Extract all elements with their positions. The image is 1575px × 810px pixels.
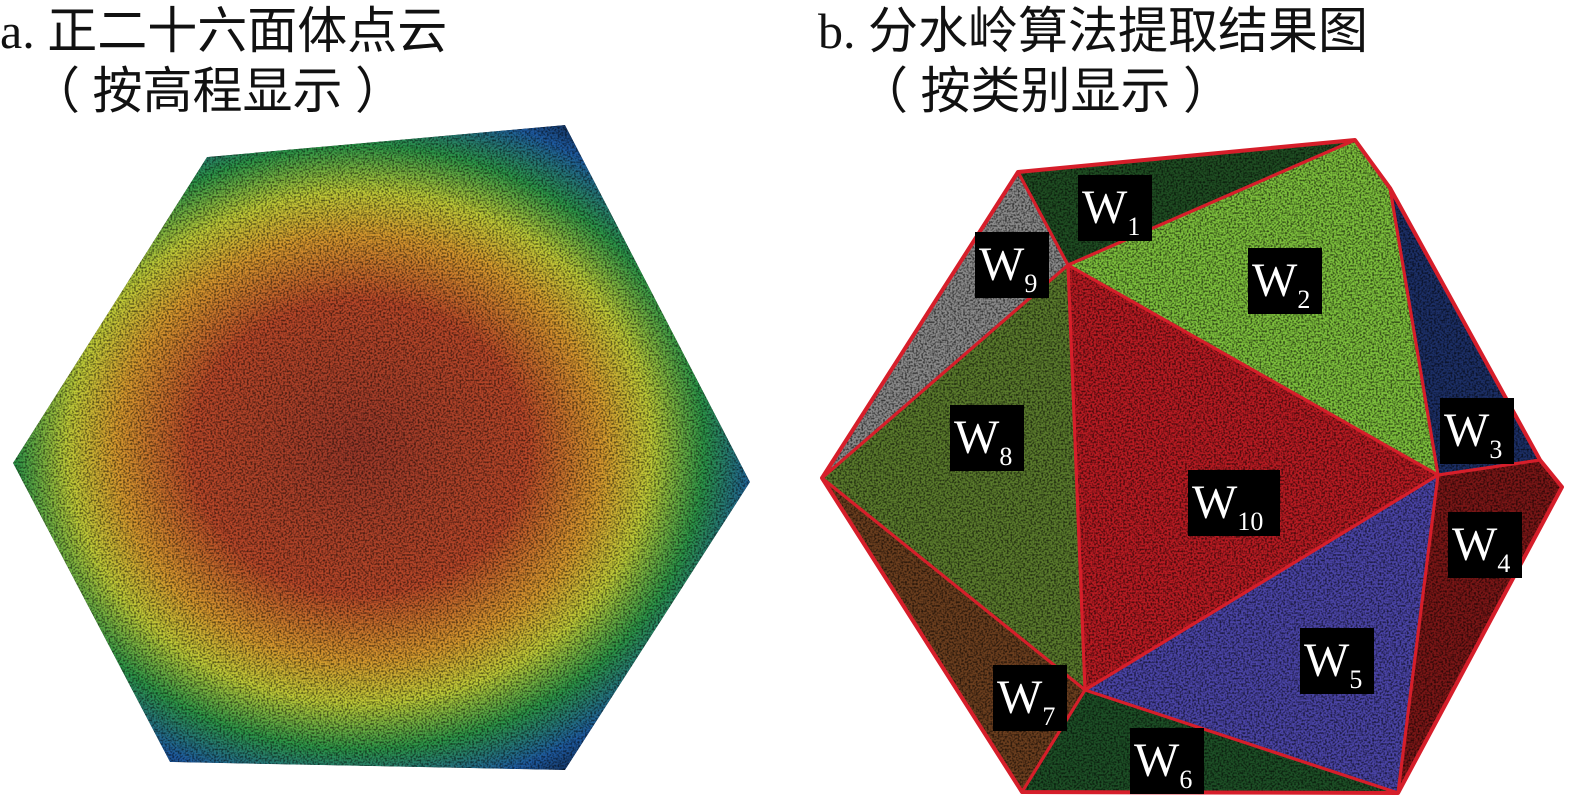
label-w6-text: W6 — [1134, 734, 1192, 794]
label-w3-bg — [1440, 398, 1514, 464]
panel-a-point-cloud — [13, 125, 750, 770]
label-w3-text: W3 — [1444, 404, 1502, 464]
label-w5: W5 — [1300, 628, 1374, 694]
label-w10: W10 — [1188, 470, 1280, 536]
label-w3: W3 — [1440, 398, 1514, 464]
panel-a-subtitle: （ 按高程显示 ） — [30, 63, 405, 119]
label-w5-bg — [1300, 628, 1374, 694]
panel-b-outline — [820, 138, 1564, 795]
label-w2-bg — [1248, 248, 1322, 314]
label-w6-bg — [1130, 728, 1204, 794]
panel-b-title: b. 分水岭算法提取结果图 — [818, 3, 1368, 59]
region-w6-speckle — [1022, 690, 1398, 793]
label-w2: W2 — [1248, 248, 1322, 314]
label-w2-text: W2 — [1252, 254, 1310, 314]
label-w9-text: W9 — [979, 238, 1037, 298]
region-w5-speckle — [1085, 475, 1438, 793]
label-w9-bg — [975, 232, 1049, 298]
label-w1: W1 — [1078, 175, 1152, 241]
label-w4: W4 — [1448, 512, 1522, 578]
label-w5-text: W5 — [1304, 634, 1362, 694]
label-w8-bg — [950, 405, 1024, 471]
region-w8-speckle — [822, 265, 1085, 690]
panel-b-subtitle: （ 按类别显示 ） — [858, 63, 1233, 119]
label-w1-text: W1 — [1082, 181, 1140, 241]
label-w1-bg — [1078, 175, 1152, 241]
panel-b-region-edges — [820, 138, 1564, 795]
label-w10-text: W10 — [1192, 476, 1263, 536]
label-w7-bg — [993, 665, 1067, 731]
label-w4-text: W4 — [1452, 518, 1510, 578]
panel-a-title: a. 正二十六面体点云 — [0, 3, 448, 59]
label-w7-text: W7 — [997, 671, 1055, 731]
label-w8-text: W8 — [954, 411, 1012, 471]
label-w8: W8 — [950, 405, 1024, 471]
region-w10-edge — [1066, 263, 1440, 692]
label-w10-bg — [1188, 470, 1280, 536]
label-w7: W7 — [993, 665, 1067, 731]
label-w9: W9 — [975, 232, 1049, 298]
label-w6: W6 — [1130, 728, 1204, 794]
label-w4-bg — [1448, 512, 1522, 578]
panel-b-region-labels: W1 W2 W3 W4 W5 W6 W7 W8 W9 W10 — [950, 175, 1522, 794]
